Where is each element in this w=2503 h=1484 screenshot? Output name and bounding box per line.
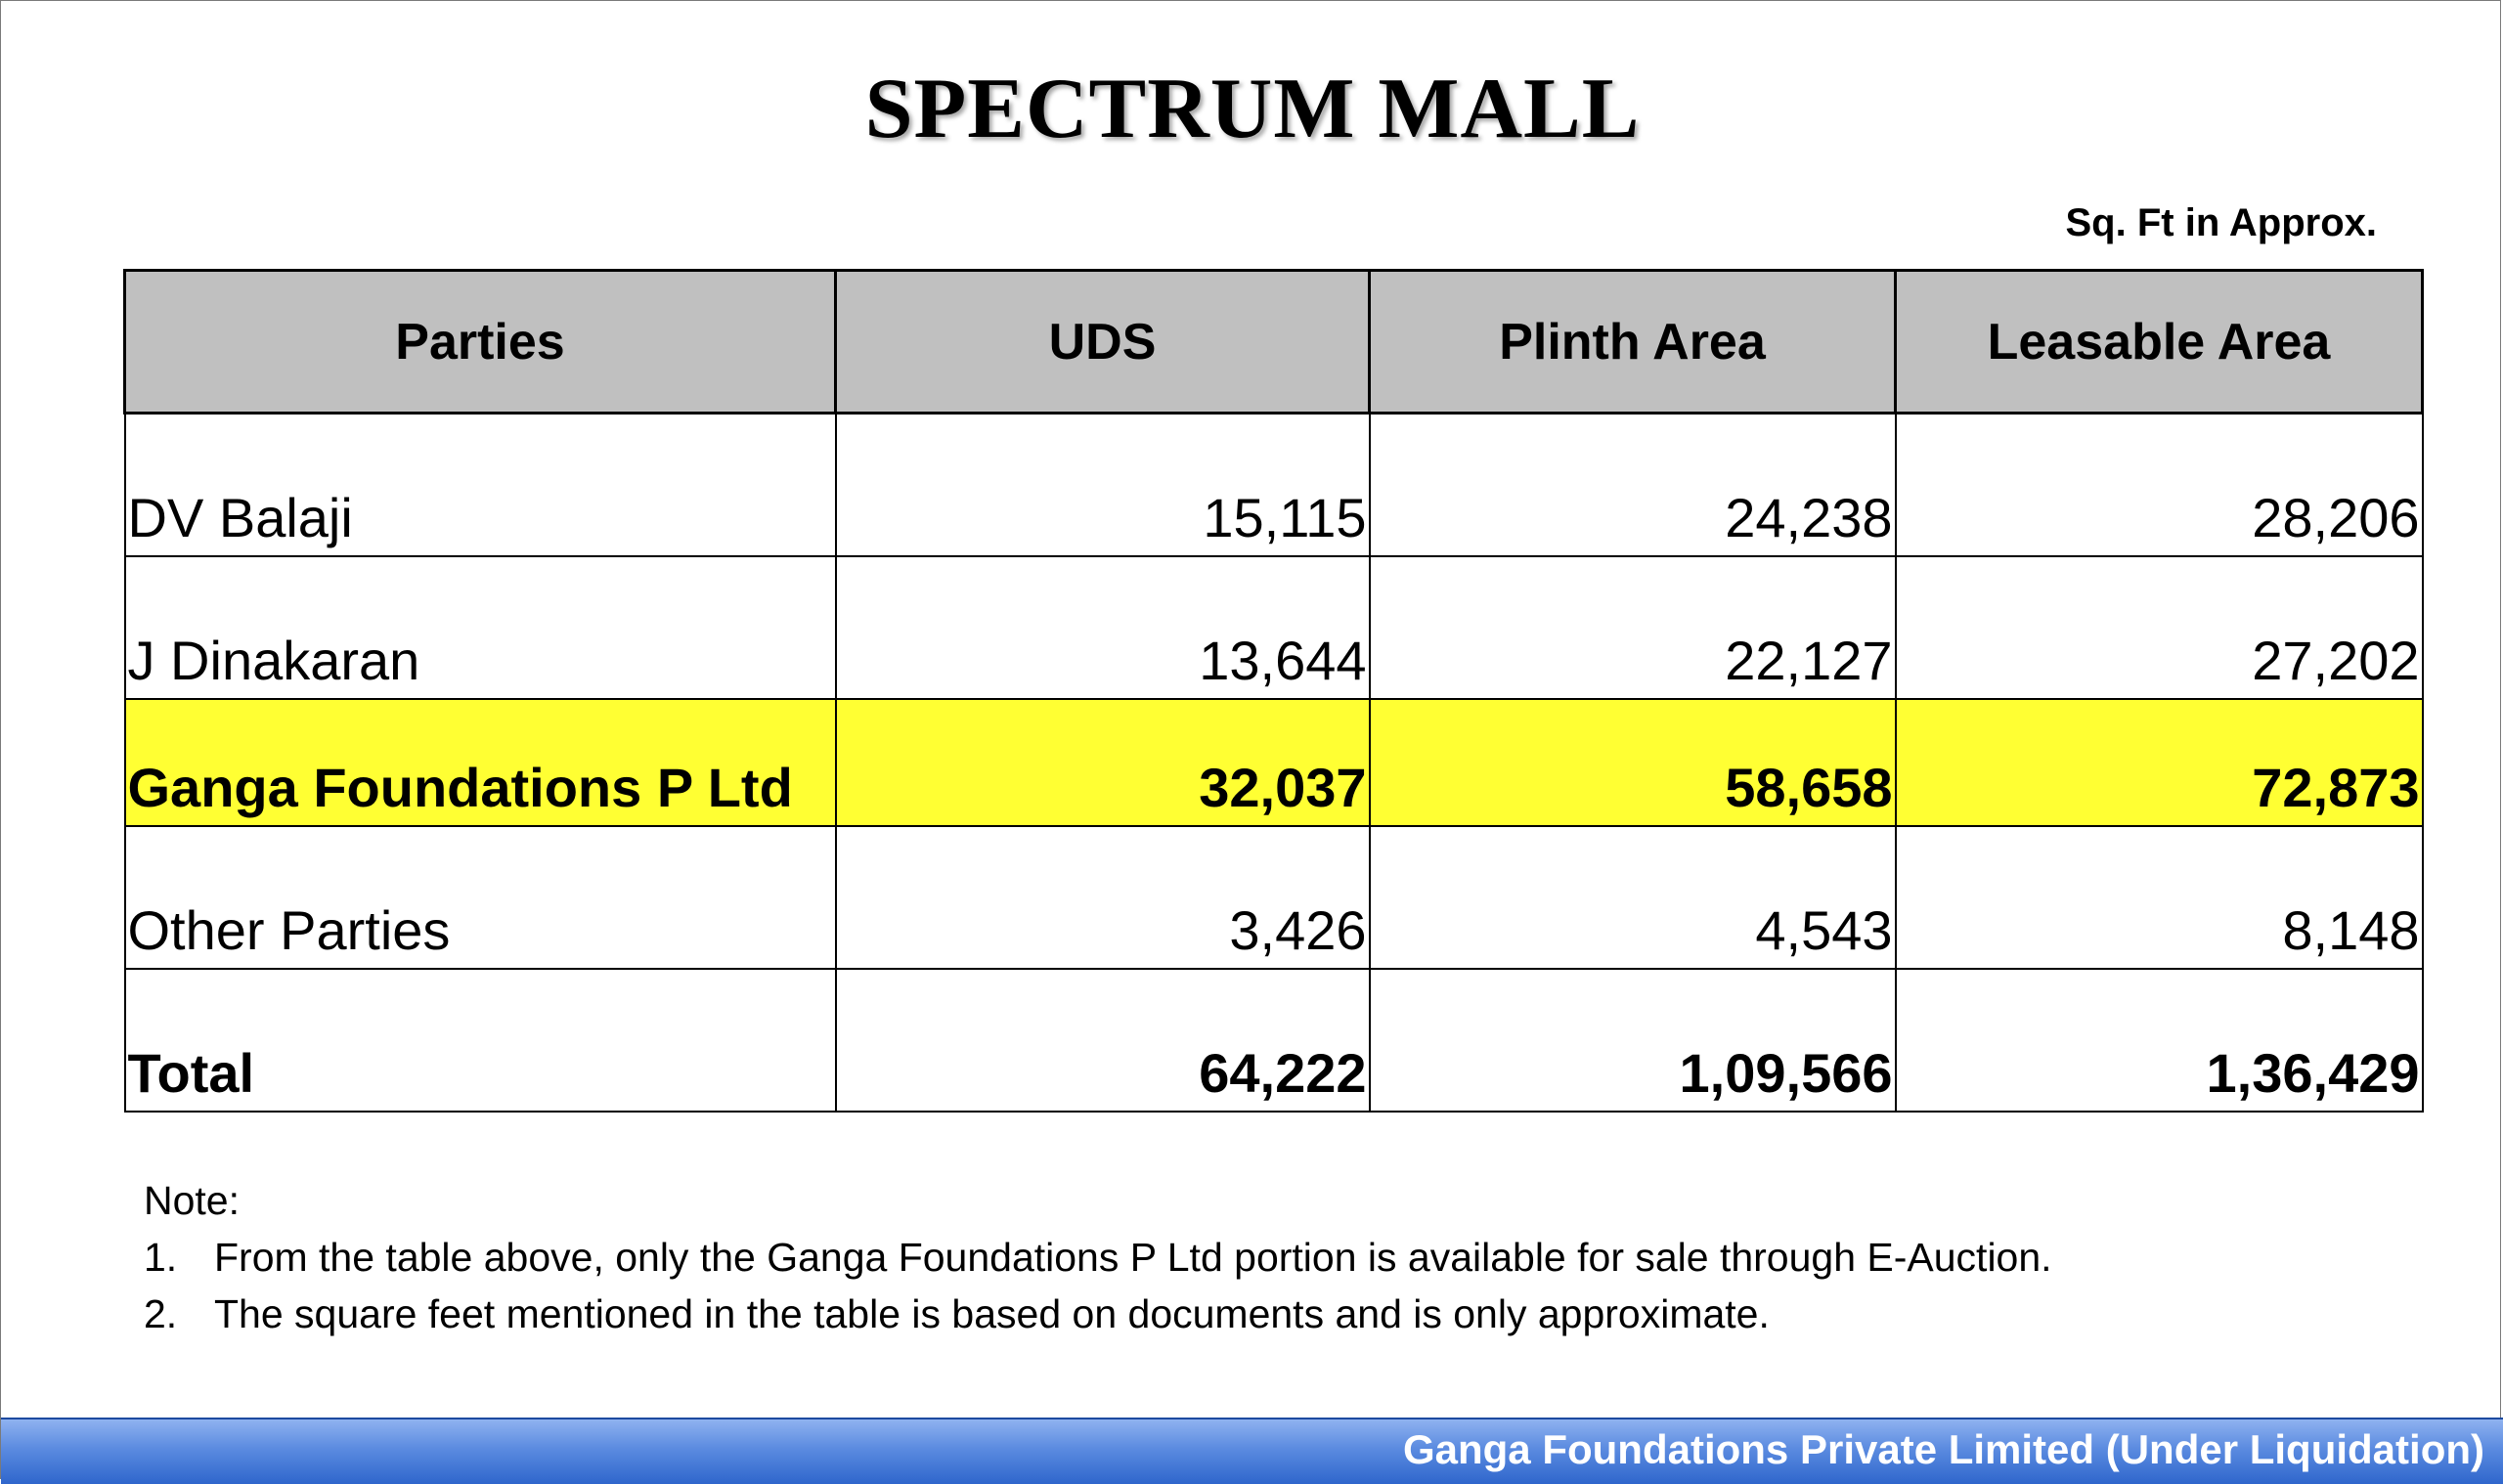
column-header-leasable-area: Leasable Area	[1894, 269, 2424, 415]
party-name: DV Balaji	[123, 412, 837, 557]
note-text: The square feet mentioned in the table i…	[214, 1291, 1770, 1336]
plinth-area-total: 1,09,566	[1368, 967, 1897, 1113]
leasable-area-value: 28,206	[1894, 412, 2424, 557]
uds-value: 3,426	[834, 824, 1371, 970]
note-number: 1.	[144, 1235, 178, 1280]
plinth-area-value: 22,127	[1368, 554, 1897, 700]
total-label: Total	[123, 967, 837, 1113]
table-row: Other Parties 3,426 4,543 8,148	[123, 824, 2424, 970]
table-row: DV Balaji 15,115 24,238 28,206	[123, 412, 2424, 557]
uds-value: 32,037	[834, 697, 1371, 827]
note-item: 1. From the table above, only the Ganga …	[144, 1229, 2052, 1286]
party-name: Ganga Foundations P Ltd	[123, 697, 837, 827]
area-table: Parties UDS Plinth Area Leasable Area DV…	[123, 269, 2424, 1113]
table-header-row: Parties UDS Plinth Area Leasable Area	[123, 269, 2424, 415]
plinth-area-value: 4,543	[1368, 824, 1897, 970]
table-row-total: Total 64,222 1,09,566 1,36,429	[123, 967, 2424, 1113]
uds-total: 64,222	[834, 967, 1371, 1113]
footer-company-name: Ganga Foundations Private Limited (Under…	[1402, 1426, 2484, 1472]
leasable-area-total: 1,36,429	[1894, 967, 2424, 1113]
note-text: From the table above, only the Ganga Fou…	[214, 1235, 2052, 1280]
leasable-area-value: 27,202	[1894, 554, 2424, 700]
uds-value: 15,115	[834, 412, 1371, 557]
column-header-parties: Parties	[123, 269, 837, 415]
party-name: J Dinakaran	[123, 554, 837, 700]
note-item: 2. The square feet mentioned in the tabl…	[144, 1286, 2052, 1342]
unit-note: Sq. Ft in Approx.	[2065, 201, 2378, 244]
column-header-uds: UDS	[834, 269, 1371, 415]
page-title: SPECTRUM MALL	[864, 62, 1641, 156]
plinth-area-value: 58,658	[1368, 697, 1897, 827]
table-row-highlighted: Ganga Foundations P Ltd 32,037 58,658 72…	[123, 697, 2424, 827]
notes-section: Note: 1. From the table above, only the …	[144, 1172, 2052, 1342]
plinth-area-value: 24,238	[1368, 412, 1897, 557]
table-row: J Dinakaran 13,644 22,127 27,202	[123, 554, 2424, 700]
uds-value: 13,644	[834, 554, 1371, 700]
column-header-plinth-area: Plinth Area	[1368, 269, 1897, 415]
notes-title: Note:	[144, 1178, 240, 1223]
leasable-area-value: 8,148	[1894, 824, 2424, 970]
leasable-area-value: 72,873	[1894, 697, 2424, 827]
notes-list: 1. From the table above, only the Ganga …	[144, 1229, 2052, 1342]
party-name: Other Parties	[123, 824, 837, 970]
footer-bar: Ganga Foundations Private Limited (Under…	[1, 1418, 2503, 1484]
note-number: 2.	[144, 1291, 178, 1336]
